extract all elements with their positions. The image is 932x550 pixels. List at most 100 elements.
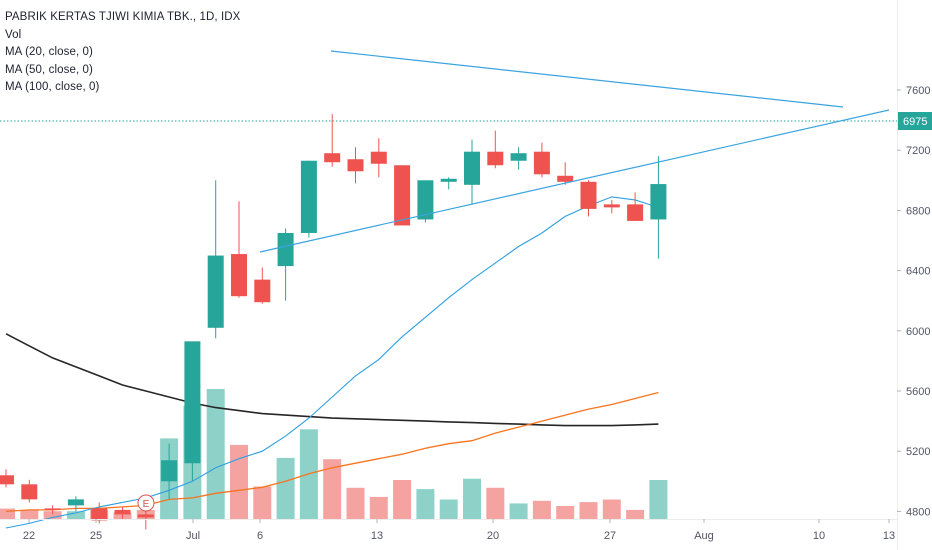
volume-bar — [556, 506, 575, 519]
time-tick-label: 10 — [813, 530, 825, 542]
candle — [417, 180, 434, 223]
price-tick-label: 4800 — [906, 506, 930, 518]
candle — [114, 506, 131, 519]
time-tick-label: 20 — [487, 530, 499, 542]
last-price-text: 6975 — [903, 116, 927, 128]
candle — [487, 130, 504, 169]
candle-body — [394, 165, 411, 226]
time-tick-label: 6 — [257, 530, 263, 542]
volume-bar — [486, 487, 505, 519]
time-tick-label: 13 — [883, 530, 895, 542]
study-volume-label[interactable]: Vol — [5, 28, 22, 41]
time-tick-label: 13 — [371, 530, 383, 542]
time-tick-label: 27 — [604, 530, 616, 542]
volume-bar — [323, 459, 342, 519]
volume-bar — [532, 500, 551, 519]
volume-bar — [276, 457, 295, 519]
volume-bar — [369, 496, 388, 519]
candle — [510, 147, 527, 170]
time-tick-label: 22 — [23, 530, 35, 542]
earnings-event-marker[interactable]: E — [137, 494, 155, 512]
candle-body — [627, 204, 644, 221]
candle-body — [254, 279, 271, 303]
candle — [137, 511, 154, 530]
study-ma100-label[interactable]: MA (100, close, 0) — [5, 81, 100, 94]
volume-bar — [20, 509, 39, 519]
volume-bar — [66, 511, 85, 519]
candle-body — [440, 178, 457, 182]
price-tick-label: 7200 — [906, 145, 930, 157]
volume-bar — [579, 502, 598, 519]
candle — [207, 180, 224, 339]
price-axis[interactable]: 4800 5200 5600 6000 6400 6800 7200 7600 — [897, 85, 930, 518]
triangle-trendlines[interactable] — [259, 50, 890, 253]
candle — [603, 199, 620, 214]
price-tick-label: 5600 — [906, 386, 930, 398]
candle — [0, 469, 14, 488]
study-ma20-label[interactable]: MA (20, close, 0) — [5, 46, 93, 59]
price-tick-label: 6000 — [906, 326, 930, 338]
candle — [44, 505, 61, 515]
volume-bar — [43, 511, 62, 519]
candle-body — [557, 175, 574, 182]
volume-bar — [463, 478, 481, 519]
time-tick-label: Aug — [694, 530, 714, 542]
price-tick-label: 6800 — [906, 205, 930, 217]
chart-legend: PABRIK KERTAS TJIWI KIMIA TBK., 1D, IDX … — [5, 9, 240, 97]
candle — [440, 177, 457, 190]
volume-bar — [206, 389, 225, 519]
candle — [254, 267, 271, 304]
candle-body — [137, 514, 154, 518]
volume-bar — [230, 444, 248, 519]
candle-body — [464, 151, 480, 185]
candle — [464, 139, 480, 205]
candle — [300, 160, 317, 238]
price-tick-label: 6400 — [906, 266, 930, 278]
candle-body — [324, 153, 341, 163]
volume-bar — [509, 503, 528, 519]
event-label: E — [143, 499, 150, 510]
candle-body — [0, 475, 14, 485]
price-tick-label: 7600 — [906, 85, 930, 97]
candle-body — [487, 151, 504, 166]
volume-bar — [626, 509, 645, 519]
volume-bars — [0, 389, 668, 519]
candles — [0, 114, 667, 530]
volume-bar — [649, 480, 668, 519]
candle — [161, 443, 178, 500]
volume-bar — [416, 489, 435, 519]
candle — [627, 192, 644, 221]
volume-bar — [0, 508, 15, 519]
moving-averages — [5, 196, 659, 529]
last-price-tag: 6975 — [898, 112, 932, 130]
ma50-line — [5, 391, 659, 513]
lower-trendline[interactable] — [259, 109, 890, 253]
time-axis[interactable]: 22 25 Jul 6 13 20 27 Aug 10 13 — [23, 519, 895, 542]
candle — [394, 165, 411, 226]
volume-bar — [393, 480, 412, 519]
candle — [231, 201, 247, 298]
candle-body — [347, 159, 364, 172]
candle-body — [184, 341, 201, 464]
candle-body — [207, 255, 224, 328]
candle-body — [603, 204, 620, 208]
ma20-line — [5, 196, 659, 529]
candle — [580, 180, 597, 217]
candle-body — [91, 508, 108, 521]
candle — [557, 162, 574, 185]
volume-bar — [253, 486, 272, 519]
candle-body — [67, 499, 84, 506]
candle-body — [161, 460, 178, 482]
candle-body — [21, 484, 38, 500]
candle-body — [533, 151, 550, 175]
candle — [347, 147, 364, 184]
volume-bar — [602, 499, 621, 519]
candle — [650, 156, 667, 259]
upper-trendline[interactable] — [330, 50, 844, 108]
candle — [533, 142, 550, 178]
candle-body — [277, 232, 294, 267]
study-ma50-label[interactable]: MA (50, close, 0) — [5, 63, 93, 76]
candle-body — [650, 184, 667, 220]
candle — [324, 114, 341, 167]
